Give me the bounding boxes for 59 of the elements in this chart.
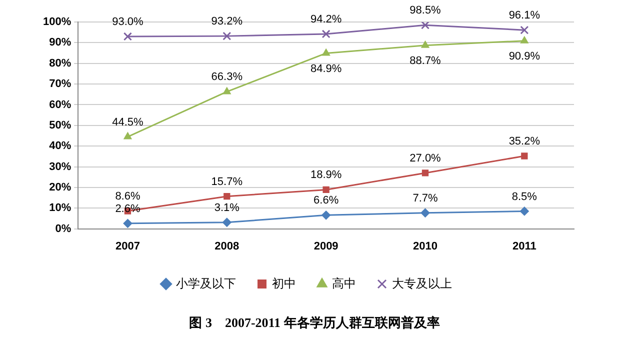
- data-label: 8.6%: [115, 190, 140, 203]
- data-label: 18.9%: [310, 169, 342, 182]
- y-tick-label: 80%: [49, 57, 72, 70]
- data-label: 93.0%: [112, 16, 144, 28]
- point: [520, 36, 528, 44]
- point: [322, 30, 330, 38]
- x-tick-label: 2011: [512, 240, 536, 252]
- y-tick-label: 30%: [49, 160, 72, 173]
- data-label: 94.2%: [310, 14, 342, 26]
- data-label: 96.1%: [508, 10, 540, 22]
- x-tick-label: 2008: [214, 240, 240, 252]
- point: [520, 26, 529, 34]
- point: [123, 32, 132, 41]
- point: [124, 132, 132, 140]
- data-label: 98.5%: [410, 4, 442, 17]
- text: 图 3 2007-2011 年各学历人群互联网普及率: [188, 314, 441, 332]
- point: [222, 87, 231, 94]
- data-label: 44.5%: [112, 116, 144, 128]
- data-label: 3.1%: [214, 202, 240, 214]
- data-label: 84.9%: [310, 62, 342, 75]
- data-label: 15.7%: [211, 176, 243, 188]
- data-label: 7.7%: [412, 192, 438, 204]
- point: [420, 22, 430, 30]
- y-tick-label: 90%: [49, 36, 72, 49]
- point: [222, 32, 232, 40]
- point: [421, 40, 430, 48]
- point: [222, 218, 232, 227]
- y-tick-label: 40%: [49, 140, 72, 152]
- data-label: 66.3%: [211, 71, 243, 84]
- point: [322, 210, 331, 220]
- x-tick-label: 2010: [413, 240, 438, 252]
- y-tick-label: 10%: [49, 202, 72, 214]
- data-label: 93.2%: [211, 16, 243, 28]
- x-tick-label: 2007: [115, 240, 140, 252]
- point: [123, 218, 132, 228]
- data-label: 90.9%: [508, 50, 540, 62]
- legend-label: 小学及以下: [176, 276, 236, 290]
- data-label: 88.7%: [410, 54, 442, 67]
- point: [420, 208, 430, 218]
- legend-label: 高中: [332, 276, 356, 290]
- point: [322, 186, 330, 194]
- point: [521, 152, 528, 160]
- legend-label: 初中: [272, 276, 296, 290]
- y-tick-label: 0%: [55, 222, 72, 235]
- point: [520, 206, 529, 216]
- y-tick-label: 20%: [49, 181, 72, 194]
- data-label: 35.2%: [508, 136, 540, 148]
- point: [422, 170, 429, 176]
- y-tick-label: 100%: [42, 16, 72, 28]
- point: [322, 48, 330, 56]
- y-tick-label: 70%: [49, 78, 72, 90]
- point: [224, 193, 230, 200]
- data-label: 8.5%: [512, 190, 538, 203]
- legend-label: 大专及以上: [392, 276, 452, 290]
- x-tick-label: 2009: [314, 240, 338, 252]
- y-tick-label: 60%: [49, 98, 72, 111]
- y-tick-label: 50%: [49, 119, 72, 132]
- data-label: 6.6%: [314, 194, 339, 207]
- data-label: 27.0%: [410, 152, 442, 164]
